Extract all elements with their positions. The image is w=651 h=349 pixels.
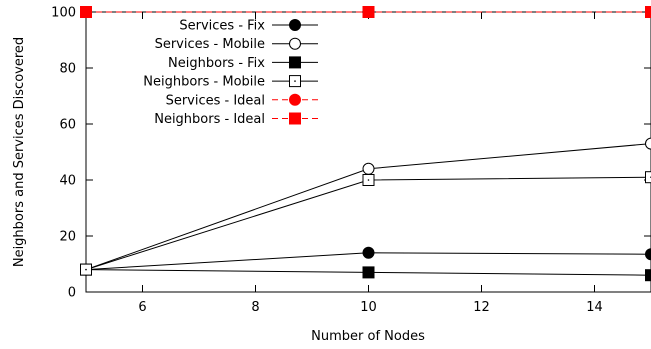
series-neighbors-ideal	[80, 6, 651, 18]
data-point	[645, 137, 651, 150]
x-tick-label: 6	[138, 300, 146, 315]
data-point	[645, 171, 651, 184]
x-tick-label: 14	[586, 300, 603, 315]
data-point-center-dot	[85, 268, 87, 271]
data-point	[362, 162, 375, 175]
legend-swatch-marker-center-dot	[294, 80, 296, 82]
y-axis: 0 20 40 60 80 100	[51, 6, 651, 301]
y-tick-label: 100	[51, 6, 76, 21]
legend-label: Services - Fix	[179, 19, 265, 34]
series-neighbors-mobile	[80, 171, 651, 276]
x-tick-label: 10	[360, 300, 377, 315]
legend-item-neighbors-fix: Neighbors - Fix	[168, 56, 318, 71]
series-neighbors-fix	[80, 263, 651, 282]
x-tick-label: 12	[473, 300, 490, 315]
legend-label: Neighbors - Fix	[168, 56, 265, 71]
series-layer	[80, 6, 651, 282]
legend-item-services-fix: Services - Fix	[179, 19, 318, 34]
legend-swatch-marker	[289, 93, 301, 106]
y-axis-label: Neighbors and Services Discovered	[12, 37, 27, 267]
y-tick-label: 60	[59, 118, 76, 133]
data-point	[645, 269, 651, 282]
x-axis-label: Number of Nodes	[311, 329, 425, 344]
legend-swatch-marker	[289, 37, 301, 50]
legend-item-services-ideal: Services - Ideal	[166, 93, 318, 108]
legend-swatch-marker	[289, 56, 301, 69]
legend-item-neighbors-ideal: Neighbors - Ideal	[154, 112, 318, 127]
legend-swatch-marker	[289, 112, 301, 125]
legend-label: Services - Ideal	[166, 93, 265, 108]
y-tick-label: 0	[68, 286, 76, 301]
legend-label: Services - Mobile	[155, 37, 265, 52]
data-point	[362, 246, 375, 259]
legend-label: Neighbors - Mobile	[143, 75, 265, 90]
y-tick-label: 80	[59, 62, 76, 77]
legend-item-neighbors-mobile: Neighbors - Mobile	[143, 75, 318, 90]
legend-label: Neighbors - Ideal	[154, 112, 265, 127]
legend: Services - Fix Services - Mobile Neighbors…	[143, 19, 318, 127]
data-point	[80, 6, 92, 18]
data-point-center-dot	[367, 179, 370, 181]
legend-swatch-marker	[289, 19, 301, 31]
data-point	[362, 6, 375, 18]
x-axis: 6 8 10 12 14	[138, 12, 603, 315]
data-point	[645, 6, 651, 18]
legend-item-services-mobile: Services - Mobile	[155, 37, 318, 52]
y-tick-label: 20	[59, 230, 76, 245]
y-tick-label: 40	[59, 174, 76, 189]
x-tick-label: 8	[251, 300, 259, 315]
data-point	[645, 248, 651, 261]
data-point	[362, 266, 375, 279]
